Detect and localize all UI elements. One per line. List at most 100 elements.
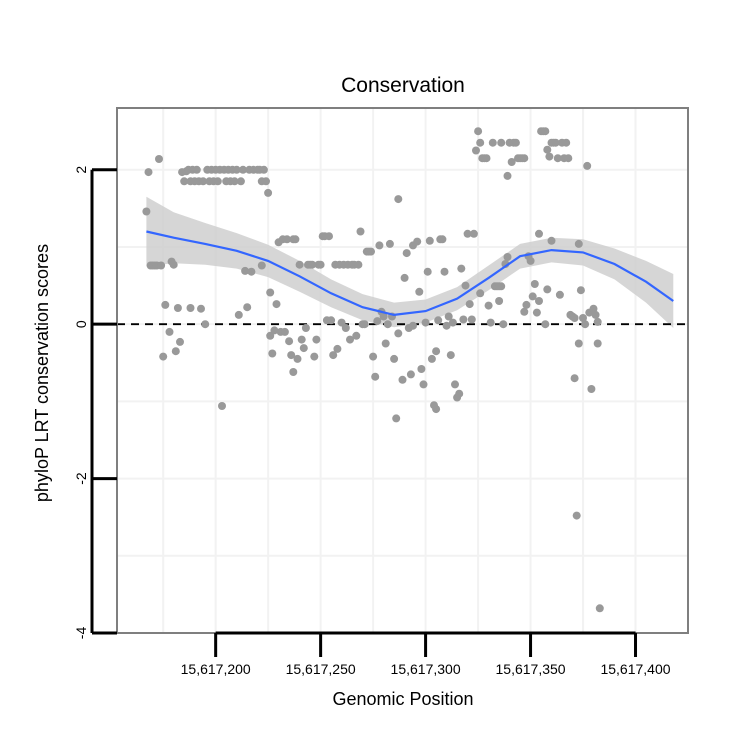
data-point bbox=[587, 385, 596, 393]
data-point bbox=[476, 289, 485, 298]
data-point bbox=[157, 261, 166, 270]
smooth-line-layer bbox=[146, 230, 674, 317]
data-point bbox=[541, 320, 550, 329]
data-point bbox=[247, 267, 256, 276]
data-point bbox=[484, 301, 493, 310]
data-point bbox=[159, 352, 168, 361]
data-point bbox=[176, 337, 184, 346]
data-point bbox=[497, 282, 506, 291]
data-point bbox=[241, 266, 250, 275]
data-point bbox=[463, 229, 472, 238]
data-point bbox=[423, 267, 432, 276]
data-point bbox=[155, 155, 163, 163]
data-point bbox=[400, 273, 409, 282]
data-point bbox=[201, 320, 210, 329]
data-point bbox=[535, 229, 543, 238]
data-point bbox=[522, 300, 531, 309]
data-point bbox=[417, 365, 426, 373]
data-point bbox=[161, 300, 170, 309]
data-point bbox=[287, 351, 296, 360]
data-point bbox=[392, 414, 401, 423]
data-point bbox=[402, 249, 411, 258]
data-point bbox=[520, 154, 529, 163]
data-point bbox=[316, 260, 325, 269]
data-point bbox=[169, 260, 178, 269]
data-point bbox=[409, 321, 417, 330]
data-point bbox=[455, 389, 464, 398]
data-point bbox=[398, 375, 407, 384]
x-axis-label: Genomic Position bbox=[332, 689, 473, 709]
confidence-ribbon bbox=[146, 196, 674, 328]
data-point bbox=[543, 285, 552, 294]
data-point bbox=[312, 335, 321, 344]
data-point bbox=[425, 236, 434, 245]
data-point bbox=[553, 154, 562, 163]
data-point bbox=[413, 237, 422, 246]
data-point bbox=[526, 256, 535, 265]
data-point bbox=[511, 138, 520, 147]
data-point bbox=[383, 320, 392, 329]
data-point bbox=[448, 318, 457, 327]
data-point bbox=[272, 300, 281, 309]
data-point bbox=[472, 146, 480, 155]
smooth-trend-line bbox=[146, 230, 674, 317]
y-axis-label: phyloP LRT conservation scores bbox=[32, 244, 52, 502]
data-point bbox=[576, 286, 585, 295]
data-point bbox=[285, 337, 294, 346]
data-point bbox=[497, 138, 506, 147]
data-point bbox=[419, 380, 428, 389]
data-point bbox=[394, 329, 403, 338]
data-point bbox=[337, 318, 346, 327]
data-point bbox=[262, 177, 270, 186]
data-point bbox=[438, 235, 447, 244]
data-point bbox=[415, 287, 424, 296]
data-point bbox=[469, 229, 478, 238]
data-point bbox=[507, 158, 516, 166]
data-point bbox=[144, 168, 153, 177]
data-point bbox=[427, 354, 436, 363]
data-point bbox=[232, 165, 241, 174]
data-point bbox=[352, 331, 361, 340]
data-point bbox=[499, 320, 508, 329]
data-point bbox=[545, 152, 554, 161]
data-point bbox=[432, 347, 441, 356]
data-point bbox=[579, 314, 587, 322]
data-point bbox=[572, 511, 581, 520]
data-point bbox=[186, 304, 195, 312]
data-point bbox=[528, 292, 537, 301]
data-point bbox=[482, 154, 491, 163]
data-point bbox=[434, 316, 443, 325]
data-point bbox=[266, 288, 275, 297]
data-point bbox=[591, 310, 600, 319]
data-point bbox=[266, 331, 275, 340]
data-point bbox=[329, 351, 338, 360]
data-point bbox=[543, 145, 552, 154]
data-point bbox=[474, 127, 483, 136]
data-point bbox=[283, 235, 291, 244]
data-point bbox=[360, 320, 369, 329]
confidence-ribbon-layer bbox=[146, 196, 674, 328]
data-point bbox=[461, 281, 470, 290]
data-point bbox=[390, 354, 399, 363]
y-tick-label: 0 bbox=[73, 320, 89, 328]
data-point bbox=[555, 290, 564, 299]
data-point bbox=[476, 138, 485, 147]
data-point bbox=[325, 232, 333, 241]
data-point bbox=[299, 344, 308, 353]
grid-lines bbox=[117, 108, 688, 633]
data-point bbox=[327, 316, 336, 325]
data-point bbox=[535, 297, 543, 305]
data-point bbox=[142, 207, 151, 216]
data-point bbox=[440, 267, 449, 276]
data-point bbox=[574, 239, 583, 248]
data-point bbox=[495, 297, 504, 305]
data-point bbox=[444, 312, 453, 321]
data-point bbox=[459, 315, 468, 324]
data-point bbox=[432, 405, 441, 414]
data-point bbox=[385, 239, 394, 248]
data-point bbox=[451, 380, 459, 389]
data-point bbox=[356, 227, 365, 236]
data-point bbox=[301, 324, 310, 332]
data-point bbox=[308, 260, 317, 269]
